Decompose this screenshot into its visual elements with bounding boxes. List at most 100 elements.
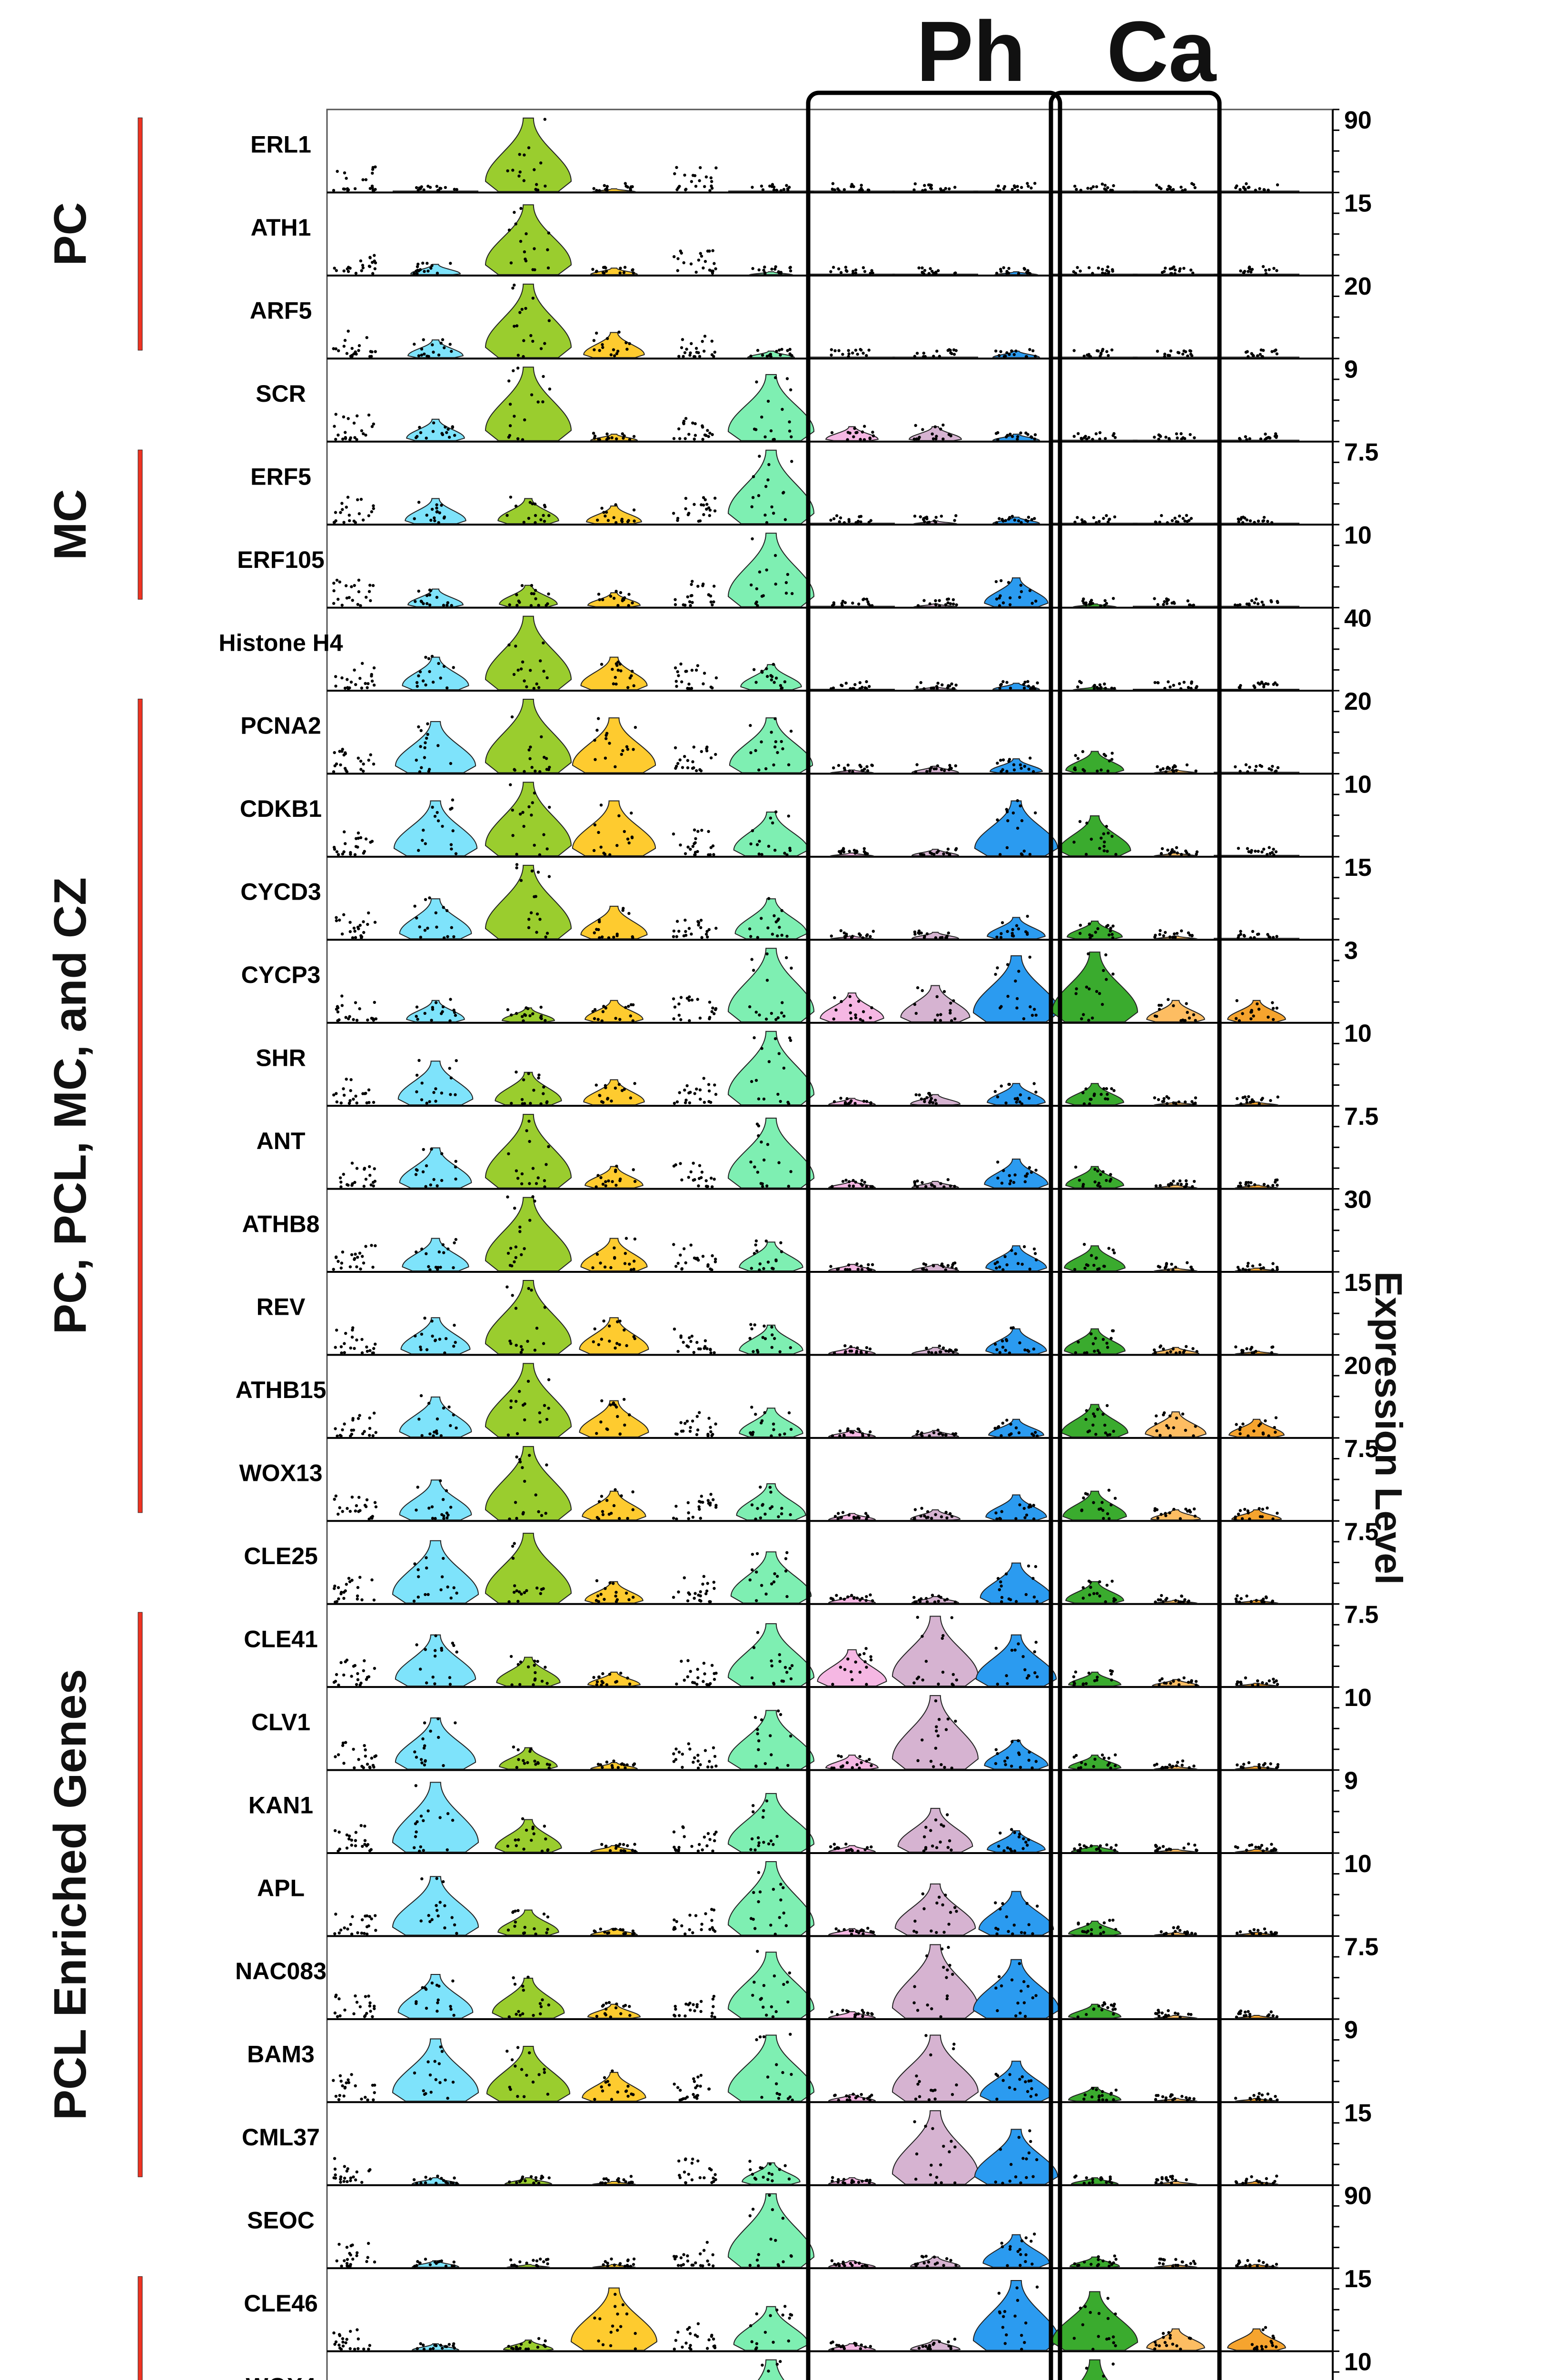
data-point bbox=[597, 437, 600, 441]
data-point bbox=[923, 188, 927, 192]
data-point bbox=[679, 662, 683, 666]
data-point bbox=[944, 1728, 948, 1731]
data-point bbox=[916, 604, 920, 607]
data-point bbox=[419, 935, 422, 939]
data-point bbox=[358, 1414, 361, 1417]
data-point bbox=[1194, 1096, 1198, 1100]
data-point bbox=[442, 936, 446, 940]
data-point bbox=[848, 1349, 852, 1353]
data-point bbox=[912, 188, 916, 192]
data-point bbox=[374, 1244, 377, 1248]
data-point bbox=[756, 1732, 759, 1735]
data-point bbox=[333, 764, 337, 768]
data-point bbox=[770, 1753, 773, 1756]
data-point bbox=[704, 1592, 708, 1596]
data-point bbox=[537, 604, 540, 607]
data-point bbox=[914, 770, 918, 774]
data-point bbox=[357, 578, 361, 582]
data-point bbox=[1110, 758, 1114, 761]
data-point bbox=[417, 269, 420, 273]
data-point bbox=[912, 437, 916, 441]
data-point bbox=[605, 1683, 609, 1686]
data-point bbox=[350, 1161, 354, 1165]
data-point bbox=[335, 1329, 338, 1332]
data-point bbox=[687, 433, 691, 436]
data-point bbox=[913, 1517, 916, 1520]
data-point bbox=[420, 353, 423, 357]
data-point bbox=[997, 184, 1000, 188]
data-point bbox=[928, 1101, 931, 1104]
data-point bbox=[1073, 185, 1077, 188]
data-point bbox=[450, 604, 453, 607]
data-point bbox=[699, 1599, 703, 1603]
data-point bbox=[1108, 1180, 1112, 1183]
data-point bbox=[712, 1498, 715, 1501]
data-point bbox=[1272, 683, 1275, 686]
data-point bbox=[358, 1251, 362, 1255]
gene-row: CDKB1 bbox=[240, 782, 1333, 858]
data-point bbox=[518, 170, 522, 174]
data-point bbox=[368, 1434, 371, 1437]
data-point bbox=[600, 1019, 604, 1022]
violin-C14.0 bbox=[985, 1328, 1047, 1355]
data-point bbox=[441, 1498, 445, 1501]
data-point bbox=[1010, 515, 1014, 518]
data-point bbox=[442, 664, 446, 668]
data-point bbox=[753, 1165, 756, 1169]
data-point bbox=[1248, 1268, 1251, 1272]
data-point bbox=[842, 1434, 846, 1438]
data-point bbox=[708, 189, 712, 192]
data-point bbox=[1244, 763, 1248, 766]
data-point bbox=[1266, 520, 1269, 523]
data-point bbox=[772, 1428, 775, 1431]
data-point bbox=[616, 604, 620, 607]
data-point bbox=[769, 1924, 773, 1927]
data-point bbox=[674, 1432, 678, 1436]
data-point bbox=[1188, 519, 1191, 522]
data-point bbox=[865, 680, 868, 684]
data-point bbox=[689, 351, 692, 355]
data-point bbox=[1269, 2010, 1273, 2013]
data-point bbox=[683, 1088, 686, 1092]
data-point bbox=[842, 188, 846, 191]
data-point bbox=[1183, 188, 1187, 191]
data-point bbox=[951, 1350, 955, 1354]
data-point bbox=[713, 1351, 716, 1354]
data-point bbox=[599, 1927, 603, 1931]
data-point bbox=[449, 762, 453, 765]
data-point bbox=[854, 268, 858, 272]
gene-row: WOX13 bbox=[239, 1446, 1333, 1522]
data-point bbox=[442, 1557, 445, 1560]
data-point bbox=[709, 1600, 712, 1604]
data-point bbox=[753, 1252, 756, 1255]
data-point bbox=[352, 1018, 355, 1021]
data-point bbox=[830, 934, 833, 938]
data-point bbox=[433, 1682, 436, 1686]
data-point bbox=[870, 1845, 873, 1849]
data-point bbox=[623, 434, 626, 437]
data-point bbox=[843, 601, 847, 605]
data-point bbox=[338, 1176, 342, 1180]
data-point bbox=[527, 1072, 530, 1075]
data-point bbox=[425, 436, 428, 440]
data-point bbox=[453, 1323, 456, 1327]
data-point bbox=[1243, 2014, 1246, 2017]
data-point bbox=[754, 1239, 758, 1243]
data-point bbox=[367, 514, 370, 517]
data-point bbox=[854, 1016, 858, 1020]
data-point bbox=[1186, 1931, 1189, 1934]
data-point bbox=[530, 1838, 533, 1842]
data-point bbox=[1079, 269, 1082, 273]
data-point bbox=[714, 1671, 718, 1675]
data-point bbox=[604, 1844, 608, 1848]
data-point bbox=[515, 1455, 518, 1458]
data-point bbox=[1076, 757, 1080, 760]
data-point bbox=[1034, 1431, 1037, 1434]
data-point bbox=[1160, 1766, 1164, 1770]
data-point bbox=[446, 601, 449, 605]
data-point bbox=[1015, 924, 1019, 927]
data-point bbox=[1114, 1928, 1118, 1931]
data-point bbox=[1082, 1243, 1086, 1246]
data-point bbox=[511, 1557, 515, 1560]
data-point bbox=[777, 271, 781, 275]
